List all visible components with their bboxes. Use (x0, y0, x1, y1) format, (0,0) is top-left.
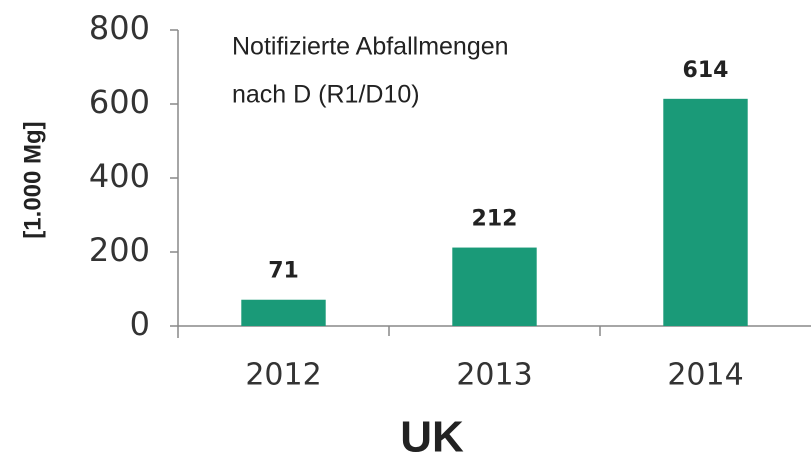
y-tick-label: 400 (89, 157, 150, 195)
y-tick-label: 200 (89, 231, 150, 269)
chart-title-line: nach D (R1/D10) (232, 81, 420, 109)
bar (663, 98, 748, 326)
x-tick-label: 2013 (456, 358, 532, 393)
bar (452, 247, 537, 326)
chart-title-line: Notifizierte Abfallmengen (232, 33, 509, 61)
y-tick-label: 600 (89, 83, 150, 121)
y-tick-label: 0 (130, 305, 150, 343)
data-label: 71 (268, 259, 299, 284)
bar (241, 299, 326, 326)
data-label: 212 (472, 207, 518, 232)
x-axis-label: UK (400, 413, 464, 459)
y-axis-label: [1.000 Mg] (19, 121, 46, 238)
data-label: 614 (683, 58, 729, 83)
y-tick-label: 800 (89, 9, 150, 47)
x-tick-label: 2014 (667, 358, 743, 393)
x-tick-label: 2012 (245, 358, 321, 393)
